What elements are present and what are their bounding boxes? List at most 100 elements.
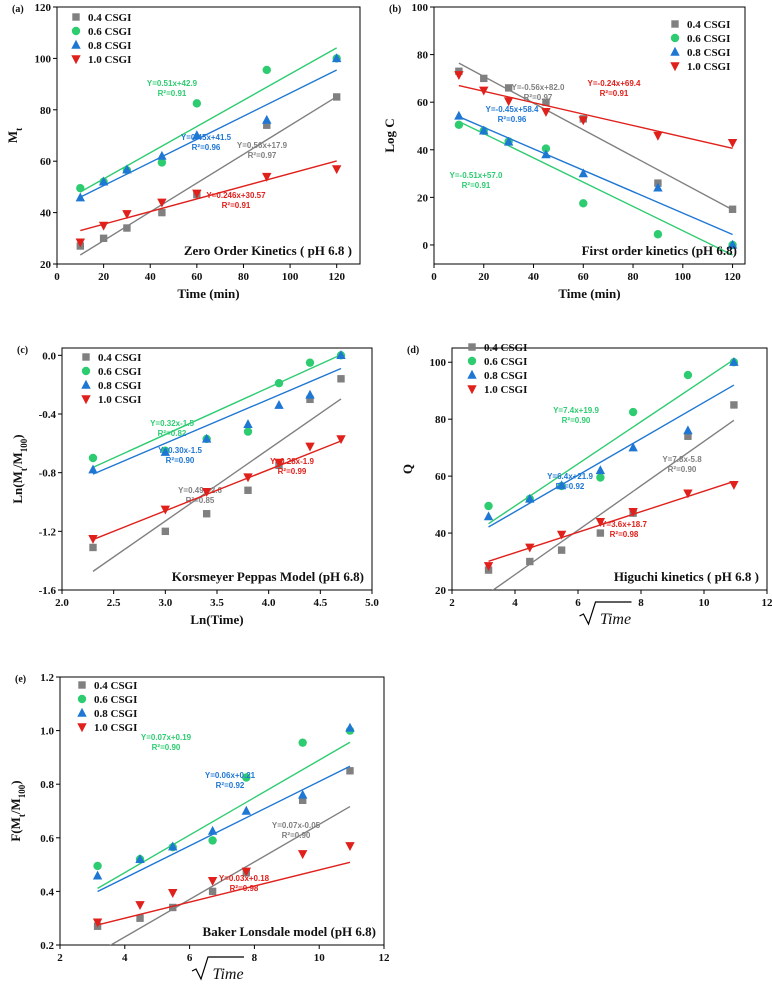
data-point <box>628 407 638 417</box>
data-point <box>168 841 178 851</box>
y-label-main: M <box>5 131 20 143</box>
data-point <box>503 136 514 146</box>
y-label-end: ) <box>10 434 25 438</box>
data-point <box>332 93 341 101</box>
y-tick-label: -1.6 <box>39 585 57 597</box>
data-point <box>454 110 464 120</box>
data-point <box>336 350 346 360</box>
data-point <box>297 850 308 860</box>
data-point <box>596 473 605 482</box>
series-0-6-CSGI: Y=0.32x-1.5R²=0.82 0.6 CSGI <box>81 351 346 469</box>
x-tick-label: 2 <box>57 952 63 964</box>
data-point <box>504 84 513 92</box>
x-tick-label: 40 <box>528 271 540 283</box>
chart-title: Korsmeyer Peppas Model (pH 6.8) <box>172 569 364 584</box>
fit-r2: R²=0.98 <box>230 884 259 893</box>
y-tick-label: 120 <box>35 2 52 14</box>
y-tick-label: 0.8 <box>40 779 54 791</box>
fit-equation: Y=7.4x+19.9 <box>553 406 599 415</box>
fit-line <box>92 398 342 572</box>
y-axis-label: Q <box>400 464 415 474</box>
data-point <box>262 114 272 124</box>
data-point <box>305 442 315 452</box>
data-point <box>88 453 98 463</box>
data-point <box>208 836 217 845</box>
legend-label: 0.8 CSGI <box>94 708 137 720</box>
fit-r2: R²=0.85 <box>186 496 215 505</box>
data-point <box>727 239 738 249</box>
data-point <box>88 464 98 474</box>
x-tick-label: 8 <box>252 952 258 964</box>
data-point <box>98 221 109 231</box>
fit-line <box>458 116 733 236</box>
x-tick-label: 12 <box>379 952 391 964</box>
fit-r2: R²=0.90 <box>152 743 181 752</box>
data-point <box>345 722 355 732</box>
y-label-mid: /M <box>10 452 25 469</box>
data-point <box>243 473 253 483</box>
y-tick-label: -0.8 <box>39 468 57 480</box>
fit-equation: Y=6.4x+21.9 <box>547 472 593 481</box>
data-point <box>454 120 464 129</box>
legend-marker <box>71 26 81 36</box>
data-point <box>157 198 167 208</box>
legend-marker <box>81 366 91 376</box>
data-point <box>653 230 663 239</box>
legend-label: 0.8 CSGI <box>484 370 527 382</box>
x-tick-label: 120 <box>328 271 345 283</box>
data-point <box>306 395 314 404</box>
data-point <box>242 773 251 782</box>
data-point <box>346 767 354 775</box>
data-point <box>525 543 535 553</box>
fit-equation: Y=0.45x+41.5 <box>181 133 232 142</box>
plot-frame <box>56 6 361 265</box>
legend-label: 1.0 CSGI <box>484 384 527 396</box>
fit-r2: R²=0.96 <box>498 115 527 124</box>
x-tick-label: 2.5 <box>107 597 121 609</box>
fit-equation: Y=-0.51x+57.0 <box>450 171 503 180</box>
data-point <box>98 176 109 186</box>
fit-line <box>458 120 733 256</box>
data-point <box>331 53 342 63</box>
x-tick-label: 2 <box>449 597 455 609</box>
fit-line <box>488 384 735 528</box>
fit-equation: Y=0.32x-1.5 <box>150 419 194 428</box>
data-point <box>684 432 692 440</box>
fit-r2: R²=0.91 <box>462 181 491 190</box>
data-point <box>208 887 217 896</box>
x-axis-label: Time (min) <box>558 286 620 301</box>
y-tick-label: 20 <box>417 192 429 204</box>
panel-label: (a) <box>12 4 24 15</box>
fit-equation: Y=3.6x+18.7 <box>601 520 647 529</box>
x-tick-label: 120 <box>724 271 741 283</box>
plot-frame <box>59 676 385 946</box>
y-tick-label: -0.4 <box>39 409 57 421</box>
x-tick-label: 0 <box>431 271 437 283</box>
y-tick-label: 0.4 <box>40 886 54 898</box>
y-tick-label: 1.0 <box>40 726 54 738</box>
y-tick-label: 0.2 <box>40 940 54 952</box>
data-point <box>578 116 588 126</box>
data-point <box>244 486 252 494</box>
chart-title: Higuchi kinetics ( pH 6.8 ) <box>614 569 759 584</box>
fit-equation: Y=0.49x-2.6 <box>178 486 222 495</box>
data-point <box>483 511 494 521</box>
y-axis-label: Log C <box>382 118 397 152</box>
y-axis-label: F(Mt/M100) <box>8 780 27 841</box>
legend-label: 0.8 CSGI <box>88 40 131 52</box>
legend-label: 0.8 CSGI <box>687 47 730 59</box>
fit-equation: Y=0.30x-1.5 <box>158 446 202 455</box>
legend-marker <box>71 55 81 65</box>
chart-panel-b: 0 20 40 60 80 100 120 0 20 40 60 80 100 (b) Time (min)… <box>382 2 746 301</box>
x-axis-label: Time (min) <box>177 286 239 301</box>
y-tick-label: 40 <box>40 208 52 220</box>
fit-line <box>79 69 338 198</box>
data-point <box>337 375 345 383</box>
fit-r2: R²=0.91 <box>600 89 629 98</box>
y-tick-label: 40 <box>435 528 447 540</box>
chart-title: Baker Lonsdale model (pH 6.8) <box>203 924 376 939</box>
fit-equation: Y=0.51x+42.9 <box>147 79 198 88</box>
fit-r2: R²=0.97 <box>524 93 553 102</box>
